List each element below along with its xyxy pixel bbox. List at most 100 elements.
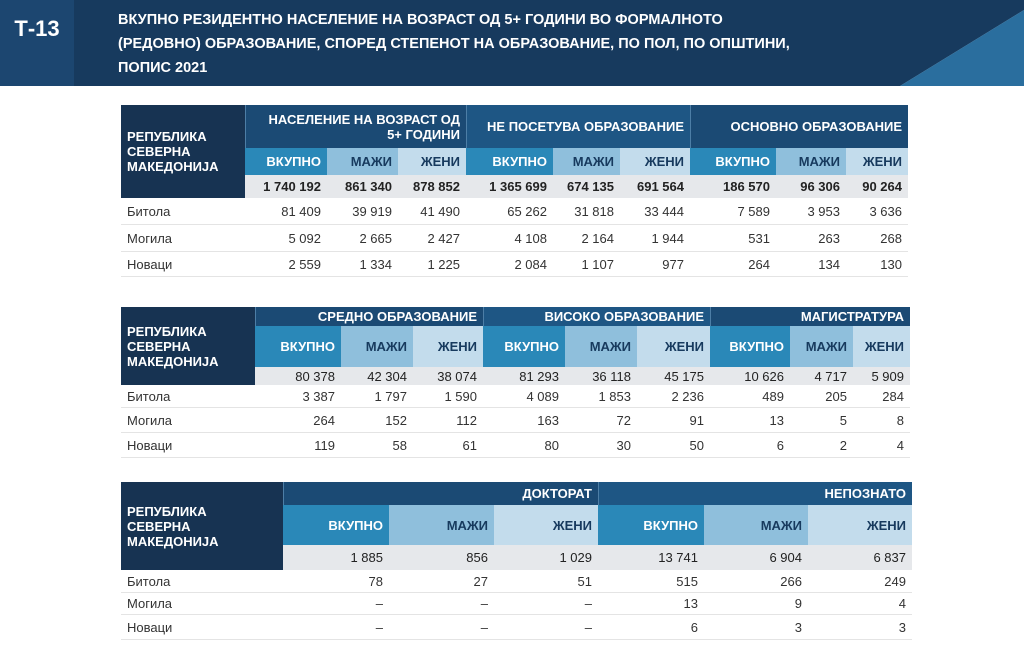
group-header: ДОКТОРАТ — [283, 482, 598, 505]
data-cell: 163 — [483, 408, 565, 433]
sub-header: МАЖИ — [790, 326, 853, 367]
sub-header: МАЖИ — [553, 148, 620, 175]
data-cell: 39 919 — [327, 198, 398, 225]
corner-header: РЕПУБЛИКА СЕВЕРНА МАКЕДОНИЈА — [121, 307, 255, 385]
row-label: Могила — [121, 593, 283, 615]
data-cell: 6 — [598, 615, 704, 640]
sub-header: ВКУПНО — [466, 148, 553, 175]
row-label: Могила — [121, 225, 245, 252]
data-cell: – — [283, 615, 389, 640]
sub-header: МАЖИ — [341, 326, 413, 367]
row-label: Битола — [121, 570, 283, 593]
title-line: ПОПИС 2021 — [118, 60, 208, 76]
data-cell: 1 334 — [327, 252, 398, 277]
data-cell: 2 665 — [327, 225, 398, 252]
data-cell: 264 — [690, 252, 776, 277]
group-header: МАГИСТРАТУРА — [710, 307, 910, 326]
sub-header: ВКУПНО — [255, 326, 341, 367]
sub-header: ЖЕНИ — [808, 505, 912, 545]
sub-header: ЖЕНИ — [637, 326, 710, 367]
data-cell: 2 164 — [553, 225, 620, 252]
data-cell: 61 — [413, 433, 483, 458]
table-code: Т-13 — [14, 16, 59, 41]
total-cell: 1 365 699 — [466, 175, 553, 198]
total-cell: 38 074 — [413, 367, 483, 385]
data-cell: 977 — [620, 252, 690, 277]
data-cell: 31 818 — [553, 198, 620, 225]
corner-line: МАКЕДОНИЈА — [127, 159, 219, 174]
total-cell: 6 837 — [808, 545, 912, 570]
data-cell: 65 262 — [466, 198, 553, 225]
sub-header: ЖЕНИ — [853, 326, 910, 367]
data-cell: – — [389, 593, 494, 615]
sub-header: ВКУПНО — [283, 505, 389, 545]
data-cell: 134 — [776, 252, 846, 277]
sub-header: ЖЕНИ — [620, 148, 690, 175]
data-cell: 2 084 — [466, 252, 553, 277]
sub-header: ВКУПНО — [598, 505, 704, 545]
data-cell: 72 — [565, 408, 637, 433]
total-cell: 1 740 192 — [245, 175, 327, 198]
data-cell: 264 — [255, 408, 341, 433]
data-cell: 3 — [704, 615, 808, 640]
group-header: НЕПОЗНАТО — [598, 482, 912, 505]
data-cell: 8 — [853, 408, 910, 433]
data-cell: 515 — [598, 570, 704, 593]
total-cell: 878 852 — [398, 175, 466, 198]
total-cell: 45 175 — [637, 367, 710, 385]
data-cell: 249 — [808, 570, 912, 593]
corner-line: РЕПУБЛИКА — [127, 323, 207, 339]
data-cell: – — [389, 615, 494, 640]
row-label: Битола — [121, 385, 255, 408]
total-cell: 186 570 — [690, 175, 776, 198]
sub-header: ЖЕНИ — [846, 148, 908, 175]
total-cell: 856 — [389, 545, 494, 570]
data-cell: 119 — [255, 433, 341, 458]
data-cell: 1 590 — [413, 385, 483, 408]
total-cell: 81 293 — [483, 367, 565, 385]
data-cell: 58 — [341, 433, 413, 458]
data-cell: 1 797 — [341, 385, 413, 408]
title-line: (РЕДОВНО) ОБРАЗОВАНИЕ, СПОРЕД СТЕПЕНОТ Н… — [118, 36, 790, 52]
data-cell: 205 — [790, 385, 853, 408]
row-label: Новаци — [121, 252, 245, 277]
data-cell: 1 107 — [553, 252, 620, 277]
corner-header: РЕПУБЛИКА СЕВЕРНА МАКЕДОНИЈА — [121, 105, 245, 198]
data-cell: 30 — [565, 433, 637, 458]
sub-header: ЖЕНИ — [413, 326, 483, 367]
data-cell: 531 — [690, 225, 776, 252]
data-cell: 268 — [846, 225, 908, 252]
total-cell: 42 304 — [341, 367, 413, 385]
data-cell: 51 — [494, 570, 598, 593]
row-label: Новаци — [121, 615, 283, 640]
sub-header: ВКУПНО — [690, 148, 776, 175]
sub-header: МАЖИ — [327, 148, 398, 175]
sub-header: ВКУПНО — [483, 326, 565, 367]
group-header: ВИСОКО ОБРАЗОВАНИЕ — [483, 307, 710, 326]
data-cell: 13 — [598, 593, 704, 615]
total-cell: 13 741 — [598, 545, 704, 570]
total-cell: 96 306 — [776, 175, 846, 198]
group-header: ОСНОВНО ОБРАЗОВАНИЕ — [690, 105, 908, 148]
row-label: Новаци — [121, 433, 255, 458]
data-cell: 1 944 — [620, 225, 690, 252]
data-cell: 41 490 — [398, 198, 466, 225]
total-cell: 4 717 — [790, 367, 853, 385]
data-cell: 6 — [710, 433, 790, 458]
data-cell: 4 108 — [466, 225, 553, 252]
sub-header: МАЖИ — [389, 505, 494, 545]
data-cell: – — [494, 593, 598, 615]
data-cell: 3 636 — [846, 198, 908, 225]
total-cell: 80 378 — [255, 367, 341, 385]
data-cell: 13 — [710, 408, 790, 433]
data-cell: 489 — [710, 385, 790, 408]
data-cell: 263 — [776, 225, 846, 252]
data-cell: 2 236 — [637, 385, 710, 408]
data-cell: – — [283, 593, 389, 615]
data-cell: 2 559 — [245, 252, 327, 277]
group-header: НАСЕЛЕНИЕ НА ВОЗРАСТ ОД 5+ ГОДИНИ — [245, 105, 466, 148]
group-header: СРЕДНО ОБРАЗОВАНИЕ — [255, 307, 483, 326]
data-cell: 5 092 — [245, 225, 327, 252]
data-cell: 3 — [808, 615, 912, 640]
total-cell: 5 909 — [853, 367, 910, 385]
